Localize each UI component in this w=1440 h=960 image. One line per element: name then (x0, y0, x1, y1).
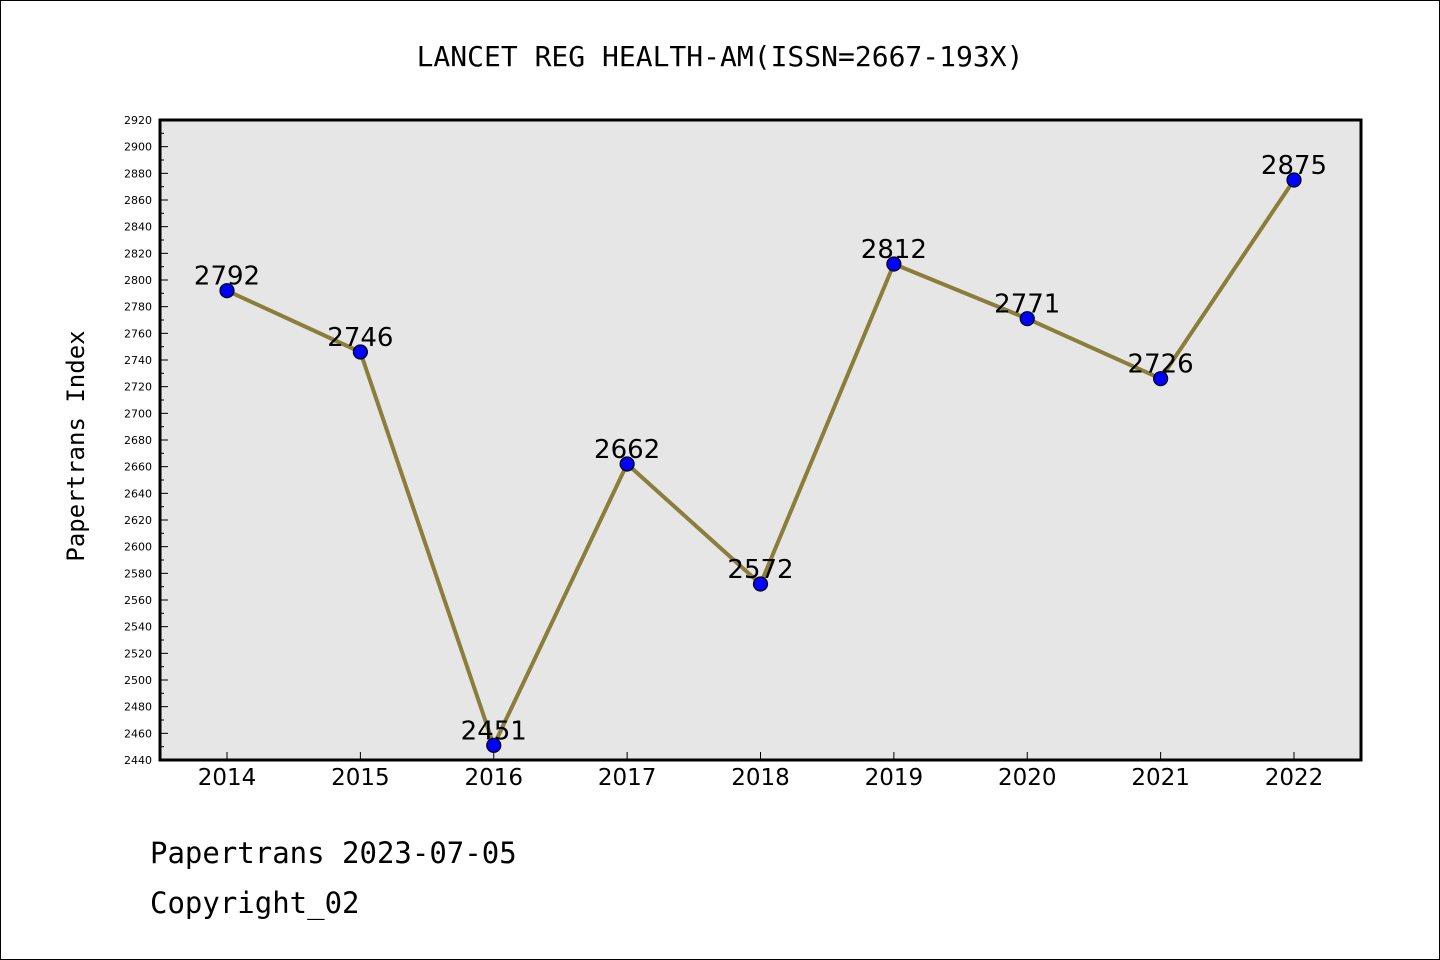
x-tick-label: 2014 (198, 765, 257, 791)
data-point (752, 576, 769, 592)
data-point (1019, 311, 1035, 327)
data-point (219, 283, 235, 299)
y-tick-label: 2520 (124, 647, 152, 660)
data-label: 2875 (1261, 151, 1327, 181)
y-tick-label: 2680 (124, 434, 152, 447)
data-point (352, 344, 368, 360)
y-tick-label: 2880 (124, 167, 152, 180)
y-tick-label: 2540 (124, 621, 152, 634)
y-tick-label: 2700 (124, 407, 152, 420)
y-tick-label: 2560 (124, 594, 152, 607)
x-axis: 2014 2015 2016 2017 2018 2019 2020 2021 2022 (198, 752, 1324, 791)
series-markers (219, 172, 1302, 753)
data-label: 2792 (194, 262, 260, 292)
footer-date: Papertrans 2023-07-05 (150, 836, 517, 870)
x-tick-label: 2015 (331, 765, 390, 791)
data-label: 2572 (727, 555, 793, 585)
y-tick-label: 2780 (124, 301, 152, 314)
data-label: 2662 (594, 435, 660, 465)
y-tick-label: 2440 (124, 754, 152, 767)
y-tick-label: 2580 (124, 567, 152, 580)
x-tick-label: 2018 (731, 765, 790, 791)
footer-copyright: Copyright_02 (150, 886, 360, 920)
data-label: 2746 (327, 323, 393, 353)
y-tick-label: 2820 (124, 247, 152, 260)
y-tick-label: 2500 (124, 674, 152, 687)
x-tick-label: 2022 (1265, 765, 1324, 791)
y-tick-label: 2760 (124, 327, 152, 340)
y-tick-label: 2480 (124, 701, 152, 714)
y-axis: 2440 2460 2480 2500 2520 2540 2560 2580 2600 2620… (124, 114, 168, 767)
y-tick-label: 2660 (124, 461, 152, 474)
data-labels: 2792 2746 2451 2662 2572 2812 2771 2726 2875 (194, 151, 1327, 746)
y-tick-label: 2800 (124, 274, 152, 287)
y-tick-label: 2460 (124, 727, 152, 740)
y-tick-label: 2860 (124, 194, 152, 207)
data-point (1286, 172, 1302, 188)
x-tick-label: 2019 (865, 765, 924, 791)
data-point (1153, 371, 1169, 387)
data-label: 2451 (461, 716, 527, 746)
chart-title: LANCET REG HEALTH-AM(ISSN=2667-193X) (417, 40, 1024, 73)
y-tick-label: 2720 (124, 381, 152, 394)
x-tick-label: 2017 (598, 765, 657, 791)
y-tick-label: 2620 (124, 514, 152, 527)
x-tick-label: 2016 (464, 765, 523, 791)
data-label: 2726 (1128, 350, 1194, 380)
y-tick-label: 2900 (124, 141, 152, 154)
y-tick-label: 2640 (124, 487, 152, 500)
data-point (619, 456, 635, 472)
data-label: 2812 (861, 235, 927, 265)
x-tick-label: 2021 (1131, 765, 1190, 791)
data-label: 2771 (994, 290, 1060, 320)
y-tick-label: 2840 (124, 221, 152, 234)
y-tick-label: 2740 (124, 354, 152, 367)
x-tick-label: 2020 (998, 765, 1057, 791)
y-tick-label: 2600 (124, 541, 152, 554)
y-tick-label: 2920 (124, 114, 152, 127)
y-axis-label: Papertrans Index (62, 330, 90, 561)
plot-area (158, 118, 1363, 762)
data-point (886, 256, 902, 272)
data-point (486, 737, 502, 753)
